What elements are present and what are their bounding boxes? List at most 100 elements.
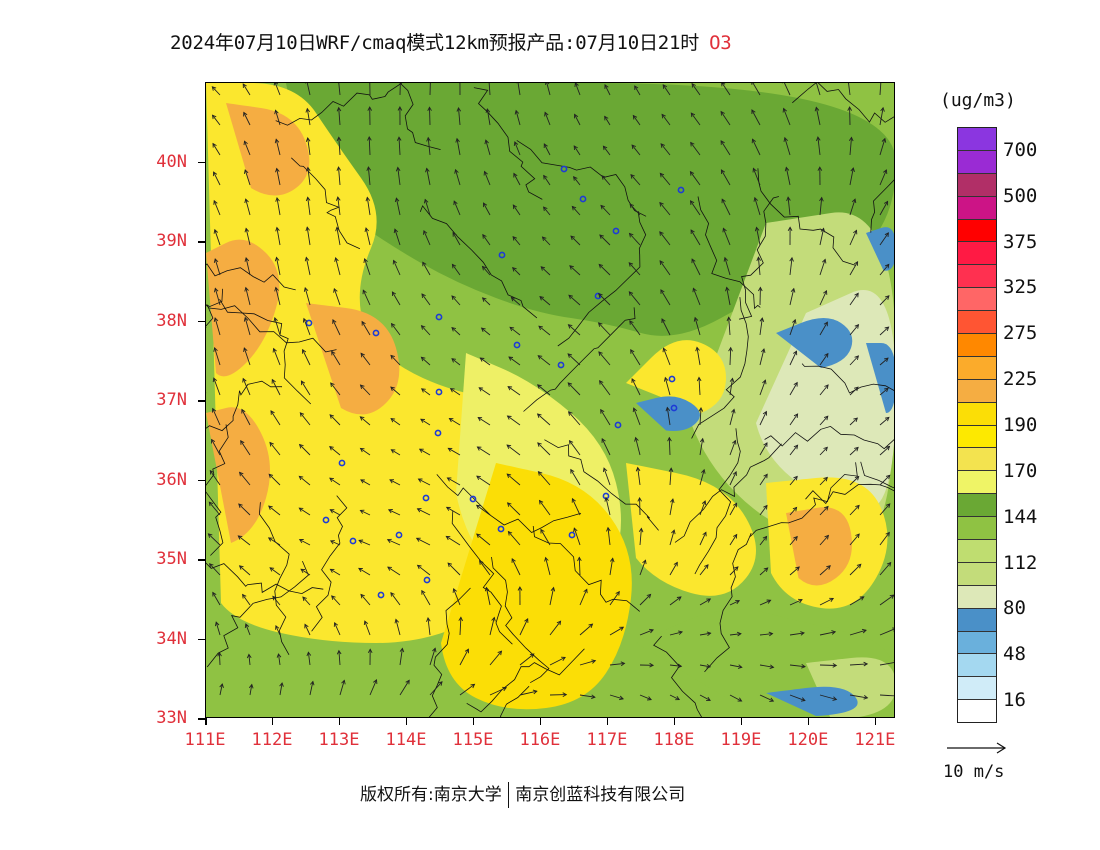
wind-vector bbox=[390, 355, 401, 366]
legend-swatch bbox=[958, 562, 996, 586]
wind-arrowhead bbox=[427, 106, 432, 112]
wind-vector bbox=[540, 266, 551, 276]
wind-arrowhead bbox=[543, 206, 548, 212]
lon-tick bbox=[472, 718, 475, 725]
wind-arrowhead bbox=[671, 529, 676, 535]
wind-vector bbox=[729, 633, 741, 636]
wind-arrowhead bbox=[360, 479, 365, 484]
wind-vector bbox=[669, 596, 682, 606]
wind-vector bbox=[879, 138, 886, 156]
wind-arrowhead bbox=[732, 471, 737, 476]
wind-vector bbox=[507, 415, 521, 426]
wind-vector bbox=[720, 111, 731, 126]
wind-arrowhead bbox=[208, 563, 214, 568]
wind-vector bbox=[238, 535, 251, 546]
wind-vector bbox=[699, 532, 707, 546]
wind-vector bbox=[879, 662, 894, 666]
city-marker bbox=[435, 388, 443, 396]
wind-arrowhead bbox=[476, 533, 481, 538]
wind-vector bbox=[537, 384, 551, 396]
wind-arrowhead bbox=[660, 143, 665, 148]
wind-arrowhead bbox=[892, 627, 894, 632]
wind-vector bbox=[598, 322, 611, 336]
wind-arrowhead bbox=[544, 83, 550, 86]
wind-arrowhead bbox=[238, 471, 244, 477]
color-legend bbox=[957, 127, 997, 723]
wind-arrowhead bbox=[783, 136, 789, 142]
wind-arrowhead bbox=[420, 356, 426, 362]
wind-vector bbox=[789, 664, 806, 668]
wind-arrowhead bbox=[524, 618, 529, 623]
city-marker bbox=[668, 375, 676, 383]
lon-tick bbox=[338, 718, 341, 725]
wind-arrowhead bbox=[706, 696, 711, 701]
pollutant-label: O3 bbox=[709, 32, 732, 54]
wind-vector bbox=[268, 537, 281, 546]
wind-arrowhead bbox=[861, 628, 867, 634]
wind-vector bbox=[631, 378, 641, 396]
wind-vector bbox=[759, 411, 767, 426]
wind-vector bbox=[485, 587, 491, 606]
wind-arrowhead bbox=[574, 83, 579, 87]
wind-arrowhead bbox=[273, 83, 279, 86]
wind-vector bbox=[242, 378, 251, 396]
wind-arrowhead bbox=[483, 170, 488, 176]
wind-vector bbox=[660, 289, 671, 306]
wind-arrowhead bbox=[299, 412, 305, 417]
wind-vector bbox=[819, 535, 829, 546]
wind-vector bbox=[424, 199, 431, 216]
city-marker bbox=[469, 495, 477, 503]
wind-arrowhead bbox=[678, 630, 684, 635]
wind-vector bbox=[368, 136, 371, 156]
wind-vector bbox=[699, 632, 711, 636]
lat-tick bbox=[198, 161, 205, 163]
wind-vector bbox=[306, 108, 311, 126]
legend-swatch bbox=[958, 334, 996, 357]
wind-arrowhead bbox=[853, 417, 858, 423]
wind-vector bbox=[332, 319, 341, 336]
wind-arrowhead bbox=[426, 136, 431, 142]
border-line bbox=[805, 483, 894, 505]
wind-arrowhead bbox=[537, 355, 543, 360]
wind-vector bbox=[427, 137, 431, 156]
wind-vector bbox=[423, 230, 431, 246]
wind-vector bbox=[208, 533, 221, 546]
wind-vector bbox=[479, 560, 491, 576]
wind-arrowhead bbox=[302, 596, 307, 602]
wind-arrowhead bbox=[821, 258, 827, 264]
wind-arrowhead bbox=[789, 256, 794, 262]
wind-arrowhead bbox=[769, 697, 775, 702]
wind-vector bbox=[303, 318, 311, 336]
wind-vector bbox=[245, 228, 251, 246]
wind-vector bbox=[659, 202, 671, 216]
wind-arrowhead bbox=[485, 108, 491, 113]
wind-vector bbox=[752, 168, 761, 186]
wind-vector bbox=[418, 478, 431, 486]
wind-vector bbox=[358, 539, 371, 546]
wind-arrowhead bbox=[454, 168, 459, 174]
wind-arrowhead bbox=[598, 351, 603, 356]
wind-vector bbox=[446, 506, 461, 516]
wind-vector bbox=[276, 168, 281, 186]
wind-arrowhead bbox=[790, 287, 796, 293]
wind-arrowhead bbox=[562, 692, 568, 697]
legend-swatch bbox=[958, 494, 996, 518]
wind-arrowhead bbox=[769, 664, 775, 670]
legend-swatch bbox=[958, 150, 996, 174]
legend-unit: (ug/m3) bbox=[940, 90, 1016, 111]
city-marker bbox=[498, 251, 506, 259]
wind-arrowhead bbox=[885, 474, 891, 480]
wind-vector bbox=[245, 198, 251, 216]
wind-arrowhead bbox=[884, 263, 890, 269]
wind-vector bbox=[729, 503, 737, 516]
wind-vector bbox=[239, 472, 251, 486]
wind-vector bbox=[819, 321, 828, 336]
wind-vector bbox=[459, 683, 475, 696]
wind-vector bbox=[789, 351, 797, 366]
wind-vector bbox=[545, 557, 551, 576]
wind-vector bbox=[212, 143, 221, 156]
wind-vector bbox=[219, 683, 223, 696]
border-line bbox=[860, 461, 894, 489]
province-borders bbox=[206, 83, 894, 717]
wind-vector bbox=[421, 325, 431, 336]
